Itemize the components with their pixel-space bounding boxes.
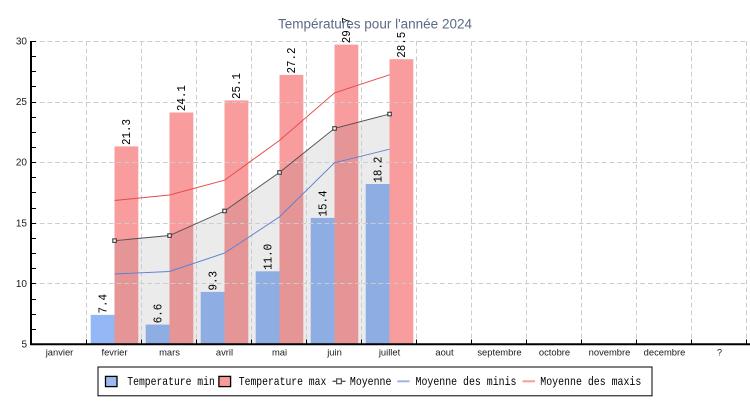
svg-text:?: ?: [717, 347, 722, 358]
svg-text:5: 5: [21, 340, 27, 351]
svg-text:mars: mars: [159, 347, 180, 358]
svg-text:Moyenne des maxis: Moyenne des maxis: [540, 375, 641, 389]
svg-text:6.6: 6.6: [151, 304, 165, 324]
svg-text:aout: aout: [435, 347, 454, 358]
svg-text:septembre: septembre: [477, 347, 521, 358]
svg-text:juin: juin: [326, 347, 342, 358]
svg-text:avril: avril: [216, 347, 233, 358]
svg-text:11.0: 11.0: [261, 244, 275, 270]
svg-text:Températures pour l'année 2024: Températures pour l'année 2024: [278, 17, 472, 32]
svg-text:7.4: 7.4: [96, 294, 110, 314]
svg-text:Moyenne: Moyenne: [350, 375, 392, 389]
svg-text:janvier: janvier: [45, 347, 74, 358]
svg-text:15: 15: [16, 218, 28, 229]
svg-text:18.2: 18.2: [371, 157, 385, 183]
svg-text:28.5: 28.5: [395, 32, 409, 58]
svg-text:juillet: juillet: [378, 347, 401, 358]
svg-text:novembre: novembre: [589, 347, 631, 358]
svg-text:25.1: 25.1: [230, 73, 244, 99]
svg-text:Temperature max: Temperature max: [239, 375, 326, 389]
svg-text:fevrier: fevrier: [101, 347, 127, 358]
svg-text:20: 20: [16, 158, 28, 169]
svg-text:mai: mai: [272, 347, 287, 358]
svg-text:9.3: 9.3: [206, 271, 220, 291]
svg-text:octobre: octobre: [539, 347, 570, 358]
svg-text:21.3: 21.3: [120, 119, 134, 145]
svg-text:Moyenne des minis: Moyenne des minis: [416, 375, 517, 389]
svg-text:30: 30: [16, 37, 28, 48]
svg-text:10: 10: [16, 279, 28, 290]
svg-text:25: 25: [16, 97, 28, 108]
svg-text:15.4: 15.4: [316, 191, 330, 217]
svg-text:29.7: 29.7: [340, 17, 354, 43]
svg-text:24.1: 24.1: [175, 85, 189, 111]
svg-text:27.2: 27.2: [285, 48, 299, 74]
svg-text:Temperature min: Temperature min: [127, 375, 215, 389]
svg-text:decembre: decembre: [644, 347, 686, 358]
